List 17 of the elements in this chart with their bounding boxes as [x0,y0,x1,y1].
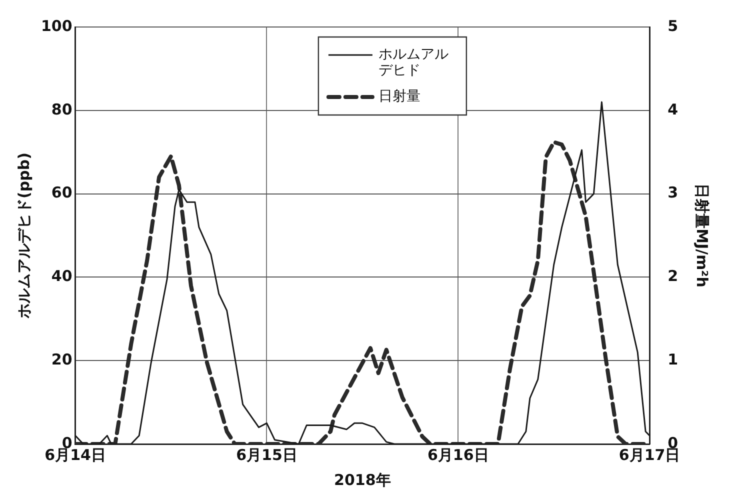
legend-label: 日射量 [378,88,420,105]
y-tick-label: 80 [51,100,72,118]
y-tick-label: 60 [51,184,72,202]
x-tick-label: 6月15日 [236,446,298,464]
legend-label: ホルムアルデヒド [378,46,448,79]
y-tick-label: 40 [51,267,72,286]
y2-tick-label: 2 [668,267,678,286]
y2-tick-label: 1 [668,350,678,368]
x-tick-label: 6月16日 [427,446,489,464]
x-axis-title: 2018年 [334,470,391,489]
y-axis-title: ホルムアルデヒド(ppb) [14,152,33,320]
y-tick-label: 20 [51,350,72,368]
y2-tick-label: 5 [668,16,678,35]
y2-tick-label: 4 [668,100,678,118]
y2-tick-label: 3 [668,184,678,202]
y2-axis-title: 日射量MJ/m²h [693,184,712,288]
y-tick-label: 100 [41,16,72,35]
